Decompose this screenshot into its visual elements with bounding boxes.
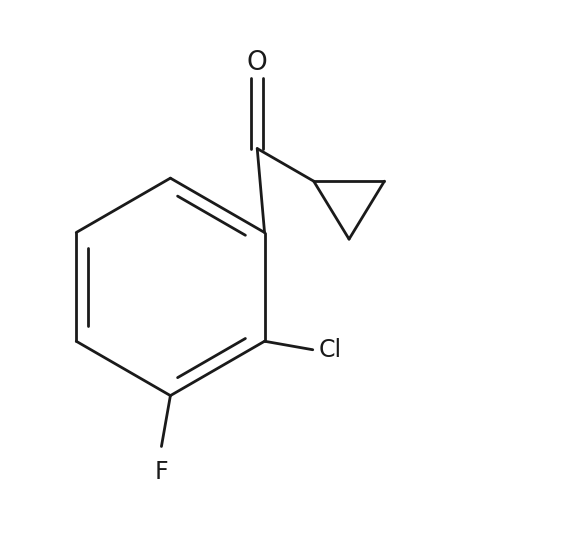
Text: Cl: Cl — [318, 338, 341, 362]
Text: F: F — [155, 460, 168, 484]
Text: O: O — [247, 50, 267, 76]
